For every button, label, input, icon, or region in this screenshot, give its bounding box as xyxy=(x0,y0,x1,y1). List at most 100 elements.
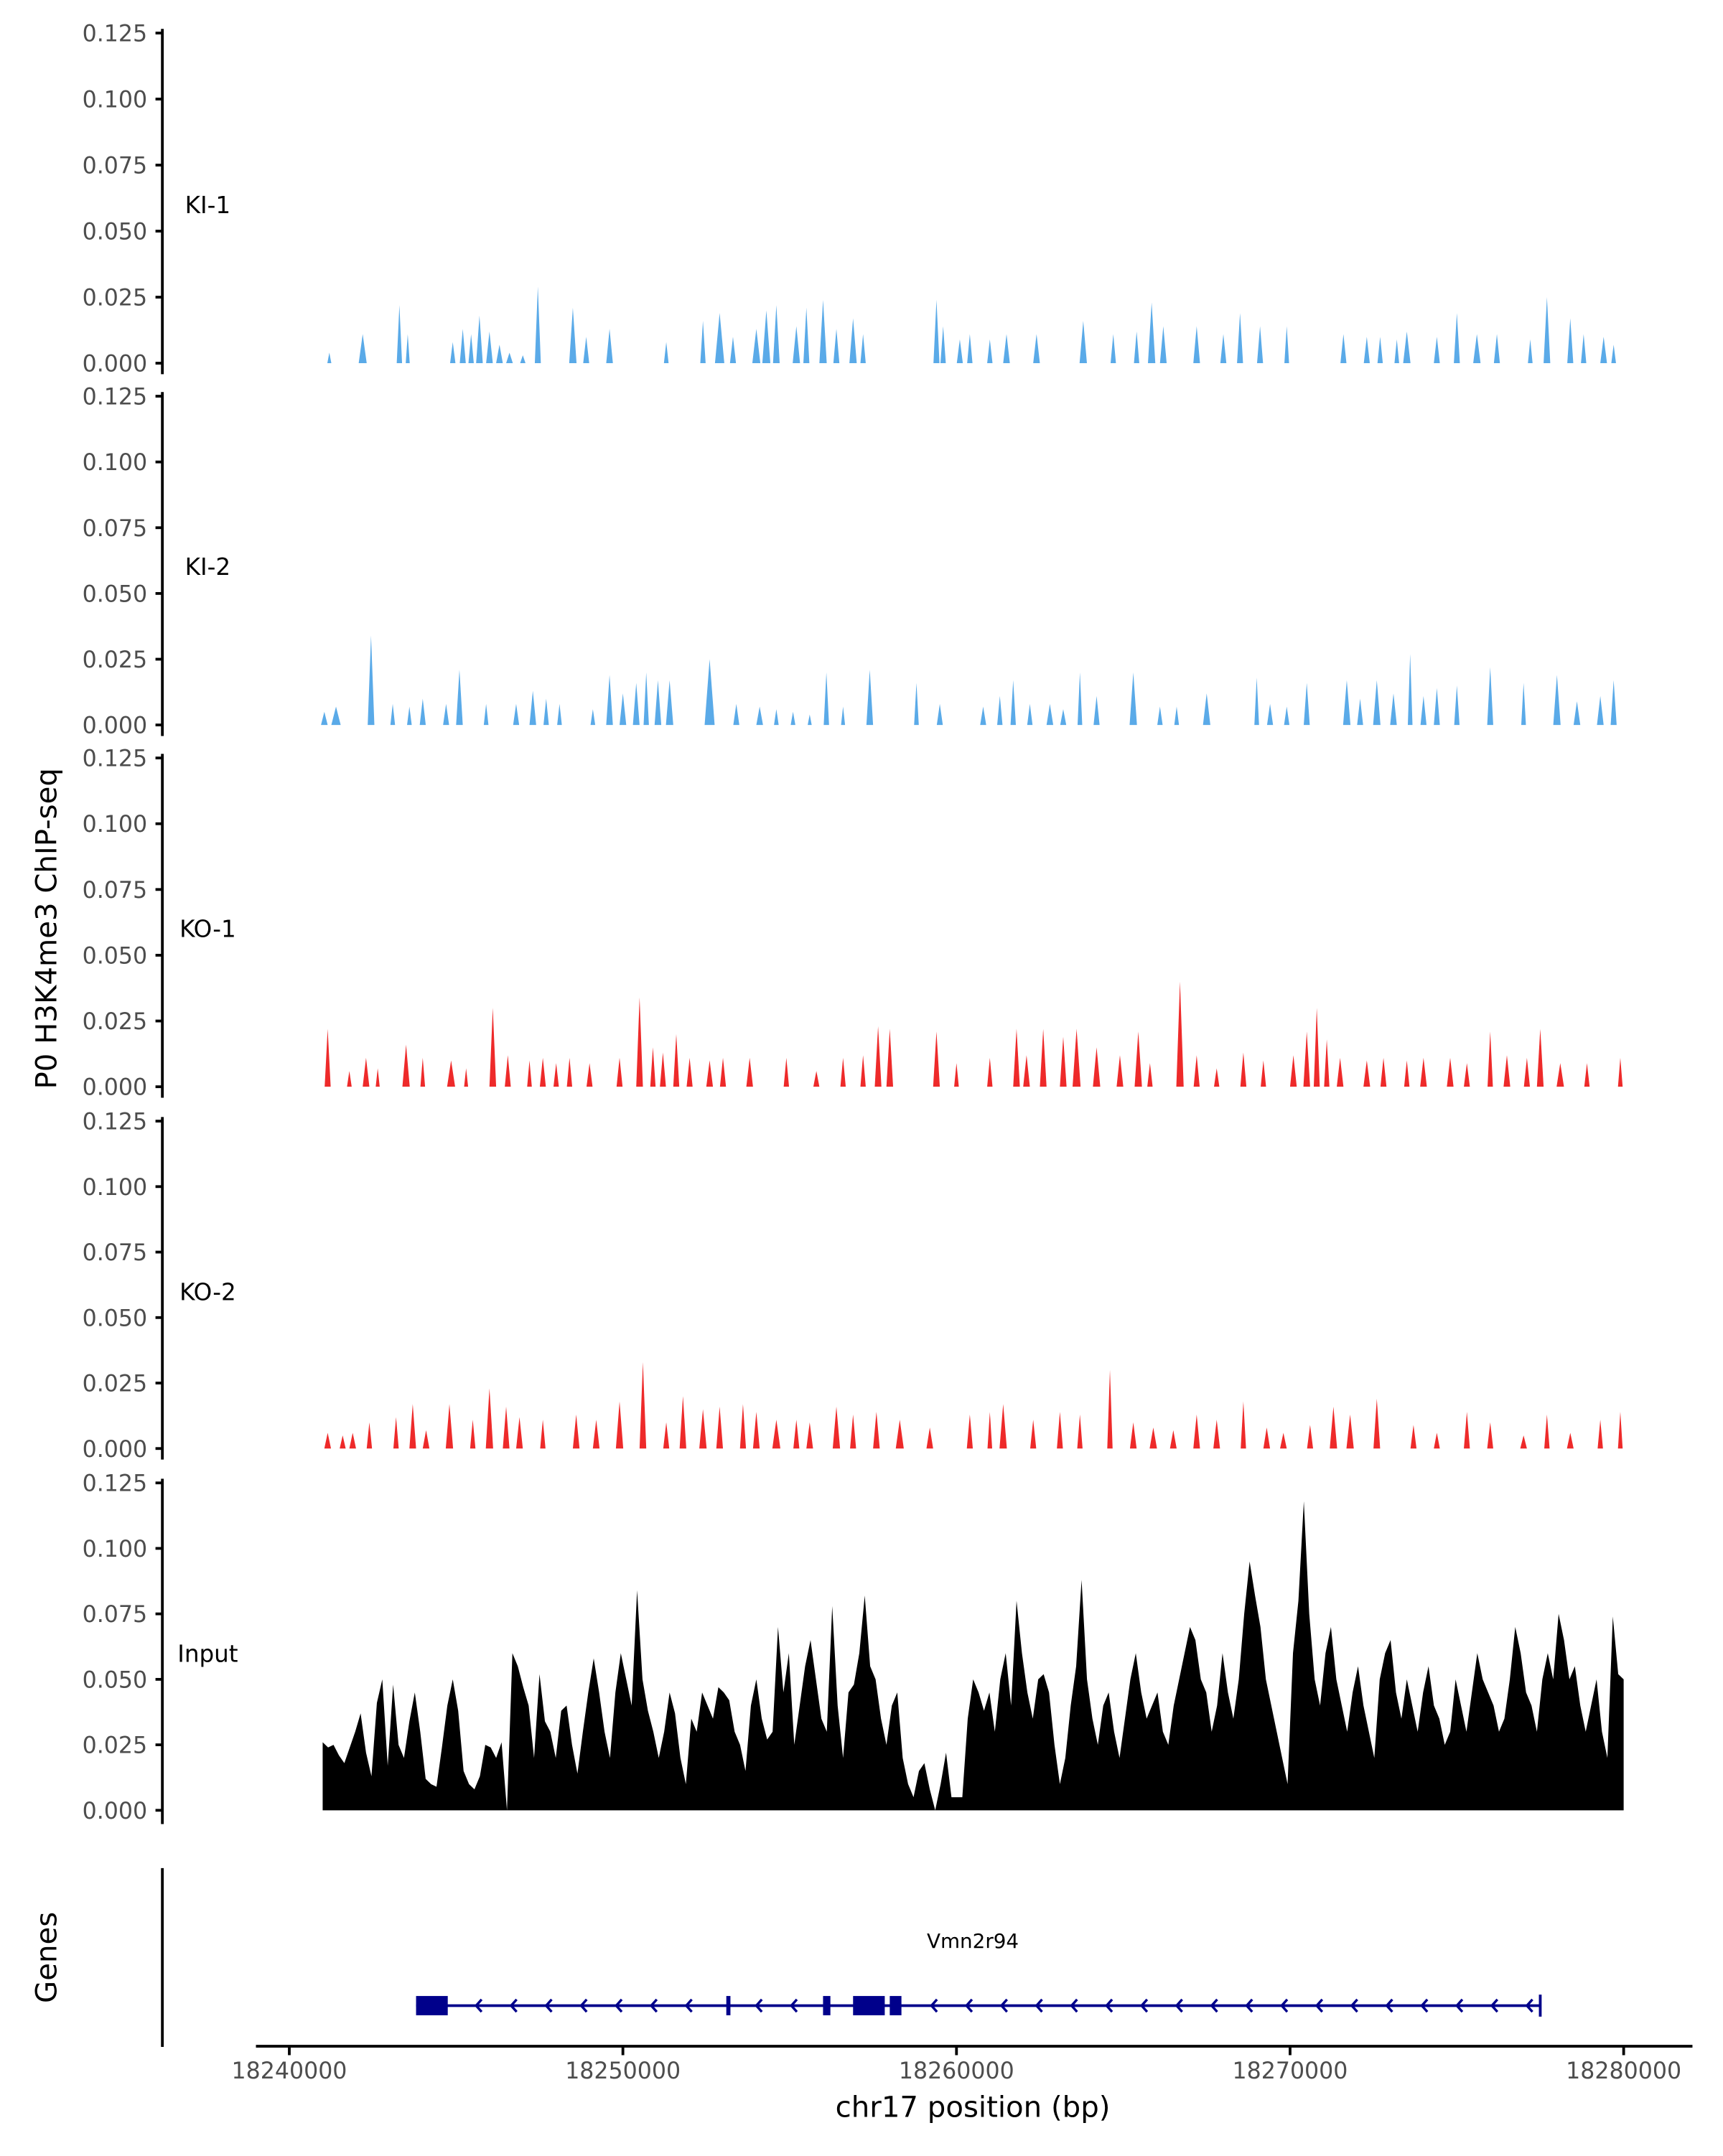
signal-peak xyxy=(716,1406,724,1449)
signal-peak xyxy=(933,299,940,364)
y-tick-label: 0.100 xyxy=(83,1537,148,1562)
signal-peak xyxy=(1193,326,1200,364)
signal-peak xyxy=(1148,302,1156,364)
y-tick-label: 0.100 xyxy=(83,450,148,476)
signal-peak xyxy=(783,1057,790,1087)
signal-peak xyxy=(1377,337,1383,364)
signal-peak xyxy=(1373,1398,1381,1449)
signal-peak xyxy=(529,690,536,726)
strand-arrow xyxy=(1490,1998,1499,2013)
signal-peak xyxy=(1107,1369,1113,1449)
signal-peak xyxy=(1013,1028,1020,1087)
strand-arrow xyxy=(1139,1998,1149,2013)
y-tick-label: 0.075 xyxy=(83,154,148,179)
signal-peak xyxy=(1073,1028,1081,1087)
signal-peak xyxy=(1313,1008,1320,1087)
signal-peak xyxy=(823,672,829,726)
y-tick-label: 0.075 xyxy=(83,1240,148,1266)
signal-peak xyxy=(1176,981,1184,1087)
signal-peak xyxy=(1610,680,1617,726)
signal-peak xyxy=(324,1028,331,1087)
signal-peak xyxy=(1447,1057,1454,1087)
signal-peak xyxy=(1129,672,1137,726)
strand-arrow xyxy=(789,1998,798,2013)
x-tick-label: 18280000 xyxy=(1566,2058,1681,2084)
signal-peak xyxy=(402,1044,410,1087)
signal-peak xyxy=(1330,1406,1337,1449)
x-axis: 18240000 18250000 18260000 18270000 18280000… xyxy=(232,2045,1693,2124)
y-axis-title: P0 H3K4me3 ChIP-seq xyxy=(31,768,64,1089)
strand-arrow xyxy=(509,1998,518,2013)
strand-arrow xyxy=(1350,1998,1358,2013)
strand-arrow xyxy=(649,1998,658,2013)
y-tick-label: 0.125 xyxy=(83,1471,148,1497)
y-tick-label: 0.025 xyxy=(83,1733,148,1759)
x-tick-label: 18250000 xyxy=(565,2058,681,2084)
signal-peak xyxy=(1193,1414,1200,1449)
y-tick-label: 0.025 xyxy=(83,647,148,673)
signal-peak xyxy=(704,659,715,726)
y-tick-label: 0.025 xyxy=(83,1372,148,1397)
signal-peak xyxy=(654,680,662,726)
signal-peak xyxy=(850,1414,856,1449)
signal-peak xyxy=(569,307,577,364)
signal-peak xyxy=(566,1057,573,1087)
signal-peak xyxy=(1240,1052,1247,1087)
signal-peak xyxy=(840,1057,846,1087)
signal-peak xyxy=(1280,1433,1287,1449)
signal-peak xyxy=(592,1420,600,1449)
strand-arrow xyxy=(930,1998,938,2013)
signal-peak xyxy=(803,307,810,364)
signal-peak xyxy=(393,1417,399,1449)
signal-peak xyxy=(841,706,846,726)
signal-peak xyxy=(936,703,943,726)
y-tick-label: 0.075 xyxy=(83,516,148,542)
signal-peak xyxy=(686,1057,693,1087)
signal-peak xyxy=(340,1435,346,1449)
y-tick-label: 0.050 xyxy=(83,943,148,969)
signal-peak xyxy=(1060,1036,1067,1087)
signal-peak xyxy=(987,1412,993,1449)
strand-arrow xyxy=(1210,1998,1218,2013)
signal-peak xyxy=(1220,334,1227,364)
signal-peak xyxy=(506,352,513,364)
signal-peak xyxy=(1410,1425,1417,1449)
signal-peak xyxy=(752,329,761,364)
y-tick-label: 0.000 xyxy=(83,713,148,739)
signal-peak xyxy=(806,1422,813,1449)
signal-peak xyxy=(772,305,780,364)
signal-peak xyxy=(1237,313,1243,364)
signal-peak xyxy=(1079,321,1087,364)
signal-peak xyxy=(706,1060,714,1087)
signal-peak xyxy=(956,339,963,364)
signal-peak xyxy=(1407,654,1413,726)
signal-peak xyxy=(327,352,332,364)
signal-peak xyxy=(476,315,483,364)
signal-peak xyxy=(1363,1060,1371,1087)
signal-peak xyxy=(483,703,489,726)
signal-peak xyxy=(1213,1420,1220,1449)
signal-peak xyxy=(496,345,503,364)
signal-peak xyxy=(1134,1031,1142,1087)
signal-peak xyxy=(1544,297,1551,364)
signal-peak xyxy=(926,1428,933,1449)
signal-peak xyxy=(1289,1055,1297,1087)
signal-peak xyxy=(368,635,375,726)
signal-peak xyxy=(543,698,549,726)
track-label: KO-1 xyxy=(179,915,236,942)
signal-peak xyxy=(1304,683,1310,726)
signal-peak xyxy=(699,1409,707,1449)
signal-peak xyxy=(860,334,866,364)
signal-peak xyxy=(606,675,613,726)
track-ko-2: 0.000 0.025 0.050 0.075 0.100 0.125 KO-2 xyxy=(83,1110,1623,1463)
strand-arrow xyxy=(615,1998,623,2013)
signal-peak xyxy=(643,672,649,726)
signal-peak xyxy=(445,1404,454,1449)
signal-peak xyxy=(772,1420,780,1449)
signal-peak xyxy=(1464,1412,1470,1449)
strand-arrow xyxy=(544,1998,553,2013)
signal-peak xyxy=(1503,1055,1510,1087)
signal-peak xyxy=(1521,683,1526,726)
signal-peak xyxy=(557,703,562,726)
